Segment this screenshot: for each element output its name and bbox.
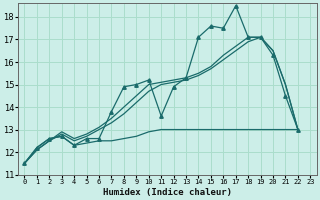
X-axis label: Humidex (Indice chaleur): Humidex (Indice chaleur) bbox=[103, 188, 232, 197]
